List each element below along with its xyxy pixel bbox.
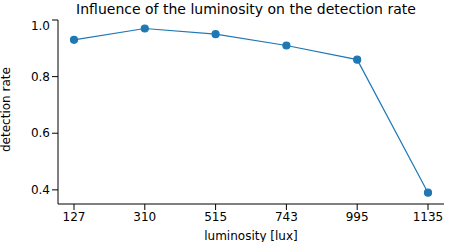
svg-text:0.6: 0.6	[31, 126, 50, 140]
svg-text:1135: 1135	[413, 210, 444, 224]
svg-text:127: 127	[63, 210, 86, 224]
svg-text:515: 515	[204, 210, 227, 224]
svg-text:0.4: 0.4	[31, 183, 50, 197]
svg-text:1.0: 1.0	[31, 19, 50, 33]
svg-text:310: 310	[133, 210, 156, 224]
svg-text:743: 743	[275, 210, 298, 224]
html-text:Influence of the luminosity on: Influence of the luminosity on the detec…	[76, 1, 416, 17]
svg-text:995: 995	[346, 210, 369, 224]
svg-text:luminosity [lux]: luminosity [lux]	[204, 229, 298, 242]
svg-text:detection rate: detection rate	[8, 67, 13, 152]
svg-text:0.8: 0.8	[31, 70, 50, 84]
